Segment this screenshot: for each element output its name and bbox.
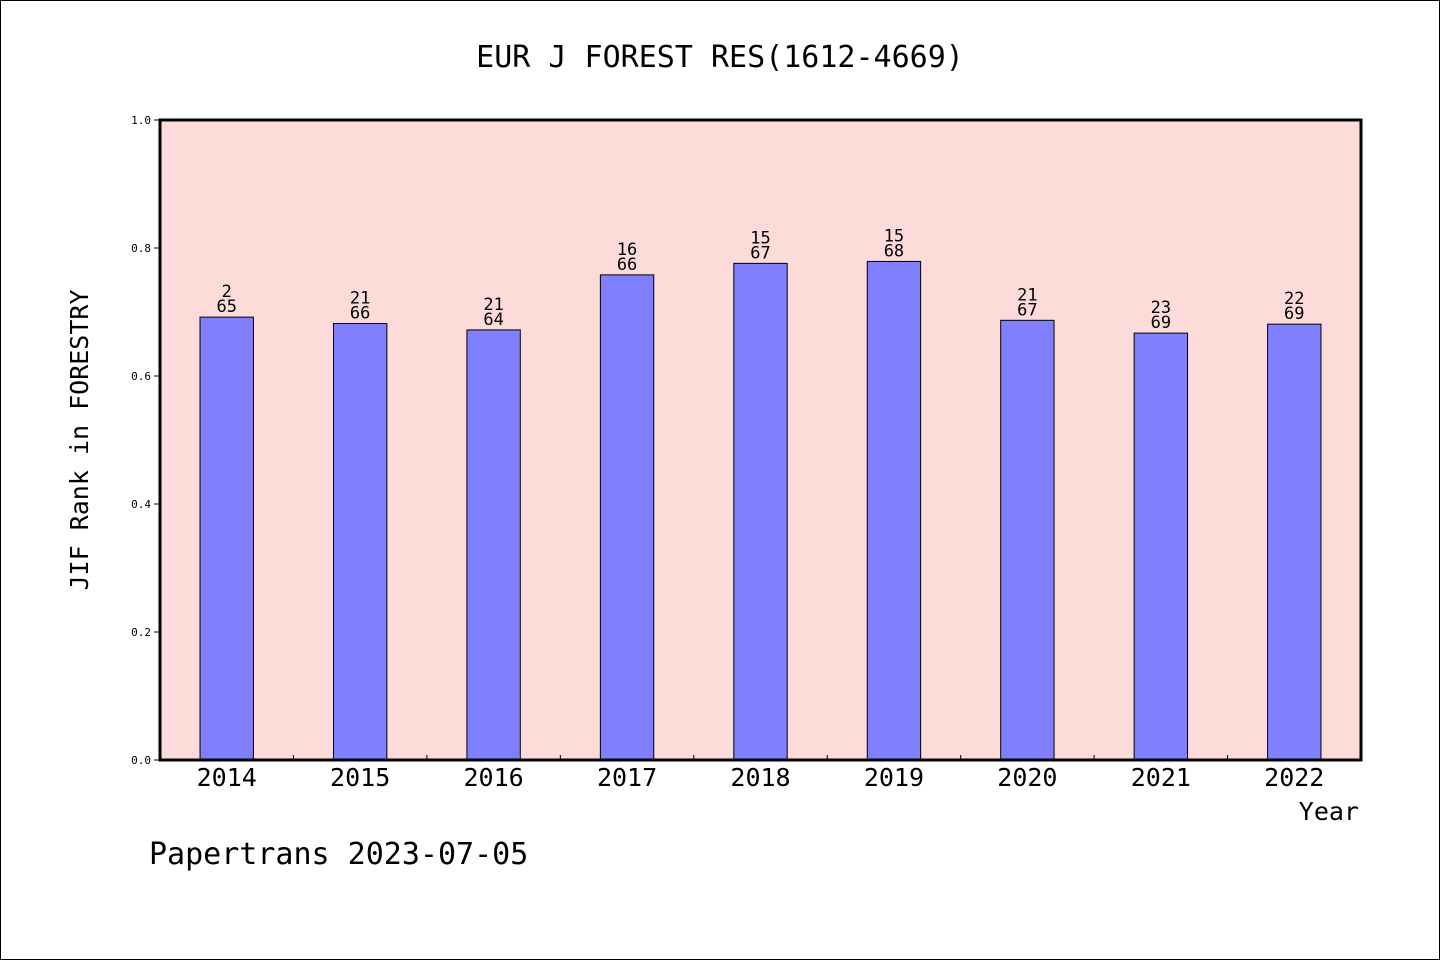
x-tick-label: 2019 bbox=[864, 763, 924, 792]
y-tick-label: 0.8 bbox=[131, 242, 151, 255]
y-axis: 0.0 0.2 0.4 0.6 0.8 1.0 bbox=[131, 114, 160, 767]
bar-2016 bbox=[466, 329, 521, 761]
total-label: 66 bbox=[617, 255, 637, 275]
bar-2014 bbox=[199, 316, 254, 761]
x-axis: 2014 2015 2016 2017 2018 2019 2020 2021 2022 bbox=[197, 755, 1324, 792]
rank-label: 22 bbox=[1284, 289, 1304, 309]
total-label: 67 bbox=[750, 243, 770, 263]
rank-label: 16 bbox=[617, 240, 637, 260]
total-label: 69 bbox=[1151, 313, 1171, 333]
rank-label: 21 bbox=[1017, 285, 1037, 305]
x-axis-label: Year bbox=[1299, 797, 1359, 826]
x-tick-label: 2018 bbox=[730, 763, 790, 792]
x-tick-label: 2020 bbox=[997, 763, 1057, 792]
rank-label: 23 bbox=[1151, 298, 1171, 318]
total-label: 68 bbox=[884, 241, 904, 261]
bar-2019 bbox=[866, 260, 922, 761]
rank-label: 21 bbox=[350, 289, 370, 309]
bar-2018 bbox=[733, 262, 788, 761]
rank-label: 21 bbox=[483, 295, 503, 315]
footer-text: Papertrans 2023-07-05 bbox=[149, 837, 528, 872]
x-tick-label: 2022 bbox=[1264, 763, 1324, 792]
plot-border bbox=[158, 118, 1363, 762]
bar-2017 bbox=[599, 274, 655, 761]
total-label: 66 bbox=[350, 304, 370, 324]
x-tick-label: 2014 bbox=[197, 763, 257, 792]
bar-2021 bbox=[1133, 332, 1189, 761]
x-tick-label: 2015 bbox=[330, 763, 390, 792]
total-label: 67 bbox=[1017, 300, 1037, 320]
x-tick-label: 2021 bbox=[1131, 763, 1191, 792]
y-tick-label: 0.0 bbox=[131, 754, 151, 767]
rank-label: 2 bbox=[222, 282, 232, 302]
x-tick-label: 2017 bbox=[597, 763, 657, 792]
rank-label: 15 bbox=[884, 226, 904, 246]
y-tick-label: 0.2 bbox=[131, 626, 151, 639]
rank-label: 15 bbox=[750, 228, 770, 248]
bar-2022 bbox=[1267, 323, 1322, 761]
bar-2015 bbox=[332, 323, 388, 761]
y-tick-label: 0.6 bbox=[131, 370, 151, 383]
x-tick-label: 2016 bbox=[464, 763, 524, 792]
total-label: 64 bbox=[483, 310, 503, 330]
y-tick-label: 1.0 bbox=[131, 114, 151, 127]
total-label: 69 bbox=[1284, 304, 1304, 324]
y-tick-label: 0.4 bbox=[131, 498, 151, 511]
bar-2020 bbox=[1000, 319, 1055, 761]
chart-title: EUR J FOREST RES(1612-4669) bbox=[476, 40, 964, 75]
total-label: 65 bbox=[216, 297, 236, 317]
y-axis-label: JIF Rank in FORESTRY bbox=[65, 289, 94, 590]
